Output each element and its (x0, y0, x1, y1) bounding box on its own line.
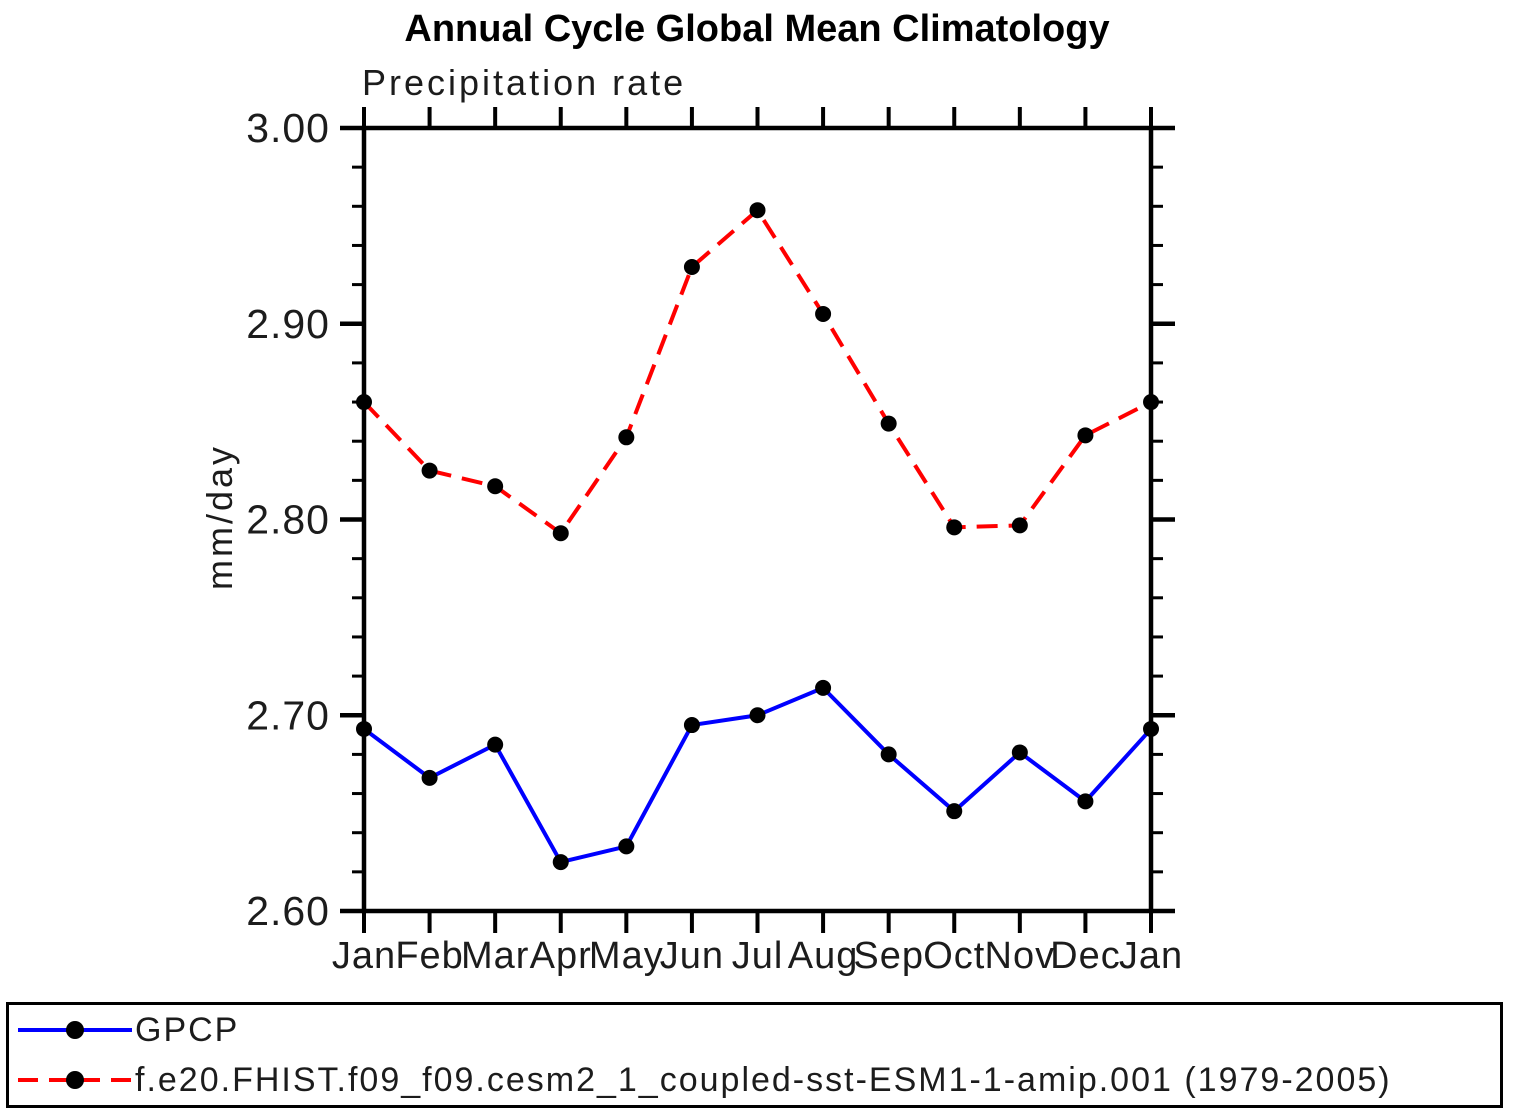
data-point-model (1077, 427, 1094, 444)
legend-dashed-line-sample (18, 1071, 132, 1089)
x-tick-label: Dec (1050, 935, 1121, 977)
data-point-gpcp (618, 838, 635, 855)
data-point-gpcp (487, 736, 504, 753)
legend-marker-icon (66, 1071, 84, 1089)
data-point-model (421, 462, 438, 479)
x-tick-label: Jan (332, 935, 396, 977)
legend-label-model: f.e20.FHIST.f09_f09.cesm2_1_coupled-sst-… (135, 1060, 1392, 1099)
chart-subtitle: Precipitation rate (362, 62, 687, 103)
data-point-gpcp (946, 803, 963, 820)
data-point-gpcp (1011, 744, 1028, 761)
data-point-model (1011, 517, 1028, 534)
x-tick-label: Nov (985, 935, 1056, 977)
data-point-gpcp (749, 707, 766, 724)
data-point-model (487, 478, 504, 495)
x-tick-label: Sep (853, 935, 924, 977)
legend-item-gpcp: GPCP (15, 1008, 1500, 1052)
data-point-model (946, 519, 963, 536)
data-point-model (880, 415, 897, 432)
data-point-gpcp (683, 717, 700, 734)
legend-label-gpcp: GPCP (135, 1010, 240, 1049)
legend-solid-line-sample (18, 1021, 132, 1039)
data-point-gpcp (1077, 793, 1094, 810)
x-tick-label: Apr (530, 935, 592, 977)
data-point-gpcp (421, 769, 438, 786)
data-point-model (618, 429, 635, 446)
x-tick-label: Aug (788, 935, 859, 977)
data-point-model (749, 202, 766, 219)
x-tick-label: Oct (923, 935, 985, 977)
legend-item-model: f.e20.FHIST.f09_f09.cesm2_1_coupled-sst-… (15, 1058, 1500, 1102)
legend-box: GPCP f.e20.FHIST.f09_f09.cesm2_1_coupled… (6, 1002, 1503, 1108)
data-point-gpcp (552, 854, 569, 871)
legend-marker-icon (66, 1021, 84, 1039)
y-tick-label: 3.00 (246, 105, 330, 151)
chart-title: Annual Cycle Global Mean Climatology (404, 8, 1110, 50)
data-point-model (815, 305, 832, 322)
data-point-gpcp (1143, 720, 1159, 737)
y-tick-label: 2.60 (246, 888, 330, 934)
x-tick-label: Jan (1119, 935, 1183, 977)
x-tick-label: Jun (660, 935, 724, 977)
data-point-model (552, 525, 569, 542)
data-point-model (356, 394, 372, 411)
y-tick-label: 2.90 (246, 301, 330, 347)
data-point-gpcp (880, 746, 897, 763)
x-tick-label: Feb (395, 935, 463, 977)
data-point-gpcp (356, 720, 372, 737)
data-point-model (1143, 394, 1159, 411)
data-point-model (683, 258, 700, 275)
x-tick-label: May (589, 935, 664, 977)
series-line-model (362, 207, 1152, 537)
x-tick-label: Jul (732, 935, 784, 977)
plot-frame (361, 125, 1154, 914)
data-point-gpcp (815, 679, 832, 696)
x-tick-label: Mar (461, 935, 529, 977)
y-tick-label: 2.70 (246, 692, 330, 738)
y-tick-label: 2.80 (246, 497, 330, 543)
